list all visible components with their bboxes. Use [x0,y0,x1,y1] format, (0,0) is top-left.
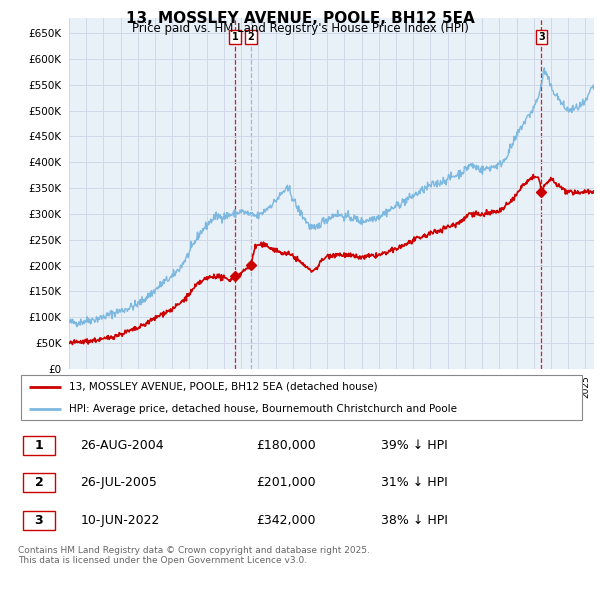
Text: Price paid vs. HM Land Registry's House Price Index (HPI): Price paid vs. HM Land Registry's House … [131,22,469,35]
FancyBboxPatch shape [21,375,581,420]
Text: £342,000: £342,000 [256,514,316,527]
Text: 1: 1 [232,32,238,42]
Text: 3: 3 [35,514,43,527]
Text: 10-JUN-2022: 10-JUN-2022 [80,514,160,527]
Text: HPI: Average price, detached house, Bournemouth Christchurch and Poole: HPI: Average price, detached house, Bour… [69,404,457,414]
Text: 31% ↓ HPI: 31% ↓ HPI [381,476,448,489]
Text: 1: 1 [35,439,43,452]
Text: £180,000: £180,000 [256,439,316,452]
Text: 38% ↓ HPI: 38% ↓ HPI [381,514,448,527]
Text: 39% ↓ HPI: 39% ↓ HPI [381,439,448,452]
Text: Contains HM Land Registry data © Crown copyright and database right 2025.
This d: Contains HM Land Registry data © Crown c… [18,546,370,565]
Text: 2: 2 [35,476,43,489]
Text: 3: 3 [538,32,545,42]
FancyBboxPatch shape [23,473,55,492]
FancyBboxPatch shape [23,436,55,455]
Text: 13, MOSSLEY AVENUE, POOLE, BH12 5EA: 13, MOSSLEY AVENUE, POOLE, BH12 5EA [125,11,475,25]
Text: 26-AUG-2004: 26-AUG-2004 [80,439,164,452]
FancyBboxPatch shape [23,510,55,530]
Text: 26-JUL-2005: 26-JUL-2005 [80,476,157,489]
Text: 2: 2 [248,32,254,42]
Text: 13, MOSSLEY AVENUE, POOLE, BH12 5EA (detached house): 13, MOSSLEY AVENUE, POOLE, BH12 5EA (det… [69,382,377,392]
Text: £201,000: £201,000 [256,476,316,489]
